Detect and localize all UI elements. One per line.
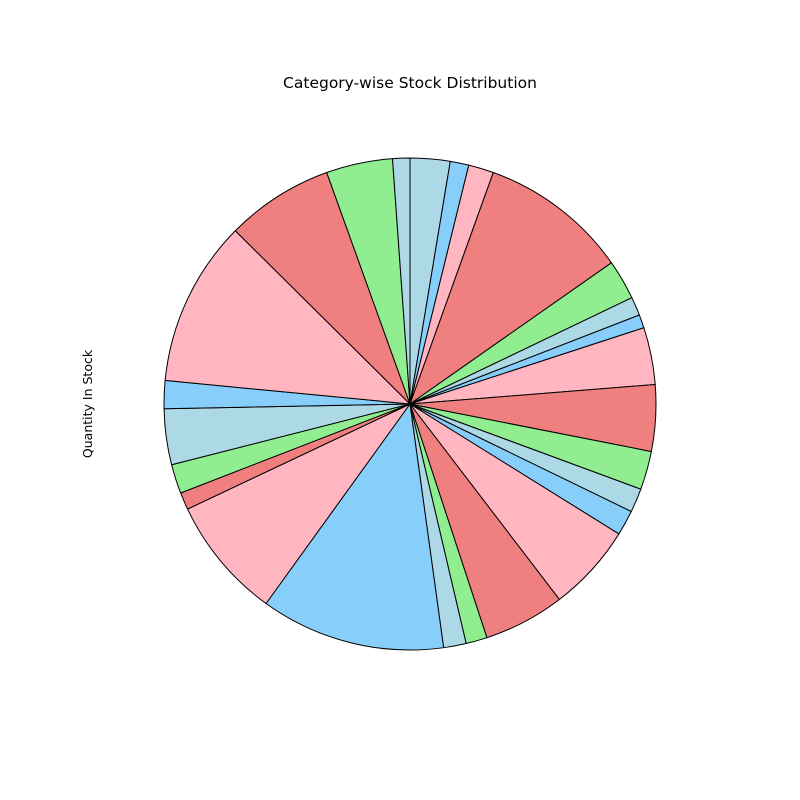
- pie-slice: [391, 157, 411, 405]
- pie-slices: [163, 157, 657, 651]
- y-axis-label: Quantity In Stock: [80, 349, 95, 458]
- pie-slice: [164, 230, 411, 405]
- pie-slice: [187, 403, 411, 604]
- chart-title: Category-wise Stock Distribution: [283, 74, 537, 92]
- pie-slice: [234, 172, 411, 405]
- pie-slice: [265, 403, 445, 651]
- pie-slice: [409, 172, 612, 405]
